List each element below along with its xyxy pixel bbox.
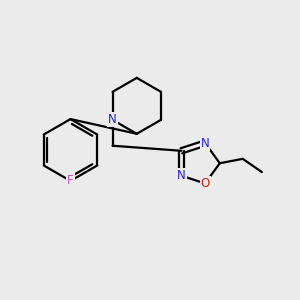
Text: O: O bbox=[200, 177, 210, 190]
Text: N: N bbox=[201, 136, 209, 150]
Text: F: F bbox=[67, 174, 74, 188]
Text: N: N bbox=[177, 169, 186, 182]
Text: N: N bbox=[108, 113, 117, 126]
